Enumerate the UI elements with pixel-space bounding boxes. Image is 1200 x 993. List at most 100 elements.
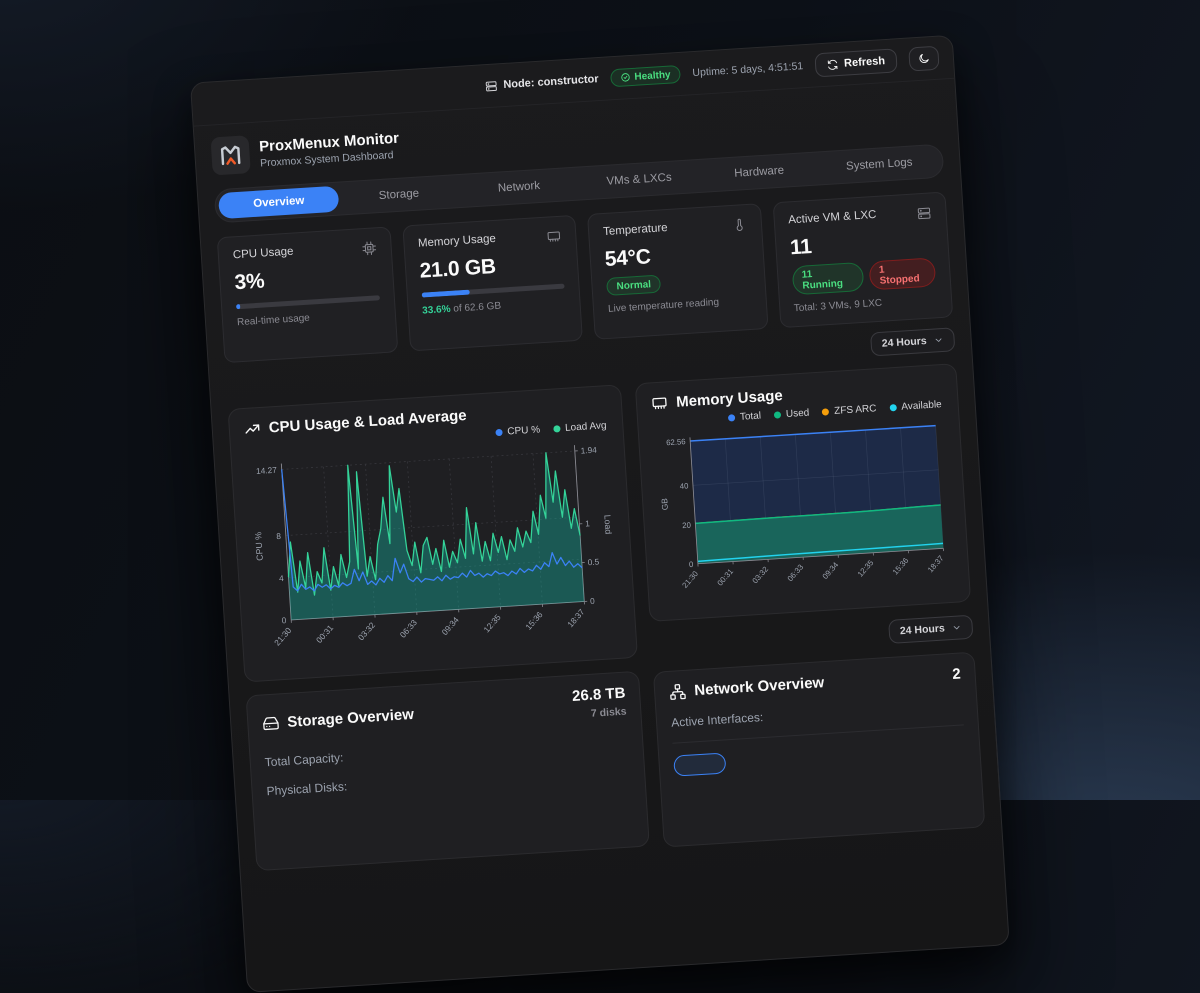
- storage-row-total-capacity: Total Capacity:: [264, 733, 628, 770]
- svg-text:12:35: 12:35: [856, 558, 876, 579]
- svg-text:06:33: 06:33: [786, 563, 806, 584]
- load-legend-dot: [553, 425, 560, 432]
- memory-chart-card: Memory Usage Total Used ZFS ARC Availabl…: [635, 363, 971, 622]
- svg-text:1.94: 1.94: [580, 445, 597, 456]
- svg-text:18:37: 18:37: [565, 607, 587, 629]
- temperature-caption: Live temperature reading: [608, 295, 752, 315]
- svg-text:Load: Load: [602, 514, 613, 534]
- storage-overview-card: Storage Overview 26.8 TB 7 disks Total C…: [246, 671, 650, 871]
- node-label: Node: constructor: [503, 73, 599, 91]
- chevron-down-icon: [951, 623, 962, 634]
- vms-running-badge: 11 Running: [791, 262, 864, 295]
- tab-system-logs[interactable]: System Logs: [818, 148, 940, 182]
- theme-toggle-button[interactable]: [908, 46, 939, 72]
- network-row-active-interfaces: Active Interfaces:: [671, 698, 963, 730]
- svg-text:15:36: 15:36: [523, 609, 545, 631]
- svg-text:CPU %: CPU %: [253, 532, 265, 562]
- network-overview-card: Network Overview 2 Active Interfaces:: [653, 652, 985, 848]
- svg-text:1: 1: [585, 518, 591, 528]
- legend-item-used: Used: [774, 408, 810, 421]
- legend-item-cpu: CPU %: [495, 424, 540, 438]
- legend-item-load: Load Avg: [553, 420, 607, 434]
- charts-grid: CPU Usage & Load Average CPU % Load Avg …: [212, 362, 1002, 874]
- health-label: Healthy: [634, 69, 671, 82]
- svg-text:8: 8: [276, 531, 282, 541]
- svg-text:09:34: 09:34: [821, 560, 841, 581]
- memory-progress-track: [421, 284, 565, 298]
- cpu-usage-card: CPU Usage 3% Real-time usage: [217, 226, 398, 363]
- cpu-progress-fill: [236, 304, 241, 309]
- cpu-progress-track: [236, 295, 380, 309]
- vm-card-title: Active VM & LXC: [788, 209, 877, 227]
- svg-text:09:34: 09:34: [440, 615, 462, 637]
- proxmenux-logo: [210, 135, 250, 175]
- refresh-button[interactable]: Refresh: [814, 48, 897, 77]
- time-range-select[interactable]: 24 Hours: [870, 327, 955, 356]
- svg-text:0: 0: [590, 596, 596, 606]
- memory-time-range-select[interactable]: 24 Hours: [888, 615, 973, 644]
- storage-card-title: Storage Overview: [287, 706, 415, 731]
- temperature-status-badge: Normal: [606, 275, 661, 296]
- memory-icon: [546, 229, 562, 245]
- hard-drive-icon: [262, 715, 280, 733]
- moon-icon: [918, 52, 931, 65]
- cpu-caption: Real-time usage: [237, 308, 381, 328]
- svg-text:4: 4: [279, 573, 285, 583]
- vm-count-value: 11: [789, 227, 934, 260]
- server-icon: [484, 79, 498, 93]
- tab-overview[interactable]: Overview: [218, 186, 340, 220]
- svg-text:21:30: 21:30: [272, 625, 294, 647]
- refresh-icon: [827, 59, 839, 71]
- svg-text:12:35: 12:35: [481, 612, 503, 634]
- refresh-label: Refresh: [844, 55, 886, 70]
- svg-text:0: 0: [281, 615, 287, 625]
- memory-chart-title: Memory Usage: [676, 387, 784, 411]
- left-column: CPU Usage & Load Average CPU % Load Avg …: [228, 384, 651, 871]
- thermometer-icon: [731, 217, 747, 233]
- right-column: Memory Usage Total Used ZFS ARC Availabl…: [635, 363, 985, 847]
- svg-text:21:30: 21:30: [681, 569, 701, 590]
- uptime-text: Uptime: 5 days, 4:51:51: [692, 60, 803, 79]
- health-badge: Healthy: [610, 65, 681, 87]
- svg-text:40: 40: [680, 481, 690, 491]
- trending-up-icon: [243, 420, 261, 438]
- memory-range-row: 24 Hours: [651, 615, 974, 659]
- memory-caption-rest: of 62.6 GB: [450, 301, 501, 315]
- legend-item-zfs-arc: ZFS ARC: [822, 403, 877, 417]
- svg-text:0: 0: [689, 560, 695, 569]
- svg-text:62.56: 62.56: [666, 437, 686, 447]
- memory-card-title: Memory Usage: [418, 233, 497, 250]
- tab-storage[interactable]: Storage: [338, 178, 460, 212]
- temperature-card-title: Temperature: [603, 222, 668, 238]
- svg-text:00:31: 00:31: [716, 567, 736, 588]
- vm-caption: Total: 3 VMs, 9 LXC: [794, 294, 938, 314]
- tab-hardware[interactable]: Hardware: [698, 155, 820, 189]
- svg-text:06:33: 06:33: [398, 617, 420, 639]
- check-circle-icon: [620, 72, 631, 83]
- svg-text:03:32: 03:32: [356, 620, 378, 642]
- node-indicator: Node: constructor: [484, 73, 599, 93]
- memory-caption-percent: 33.6%: [422, 304, 451, 317]
- cpu-icon: [361, 240, 377, 256]
- logo-m-icon: [217, 142, 245, 170]
- cpu-value: 3%: [234, 262, 379, 295]
- dashboard-surface: Node: constructor Healthy Uptime: 5 days…: [190, 35, 1010, 993]
- tab-network[interactable]: Network: [458, 171, 580, 205]
- temperature-card: Temperature 54°C Normal Live temperature…: [587, 203, 768, 340]
- svg-text:00:31: 00:31: [314, 622, 336, 644]
- active-vm-lxc-card: Active VM & LXC 11 11 Running 1 Stopped …: [772, 192, 953, 329]
- network-divider: [673, 725, 964, 744]
- memory-value: 21.0 GB: [419, 251, 564, 284]
- dashboard-window: Node: constructor Healthy Uptime: 5 days…: [190, 35, 1008, 993]
- storage-row-physical-disks: Physical Disks:: [266, 762, 630, 799]
- server-stack-icon: [916, 205, 932, 221]
- svg-text:18:37: 18:37: [926, 554, 946, 575]
- interface-badge: [673, 753, 726, 777]
- tab-vms-lxcs[interactable]: VMs & LXCs: [578, 163, 700, 197]
- active-interfaces-count: 2: [952, 666, 961, 683]
- svg-text:20: 20: [682, 521, 692, 531]
- svg-text:0.5: 0.5: [587, 557, 600, 568]
- cpu-legend-dot: [495, 429, 502, 436]
- memory-time-range-value: 24 Hours: [900, 623, 946, 638]
